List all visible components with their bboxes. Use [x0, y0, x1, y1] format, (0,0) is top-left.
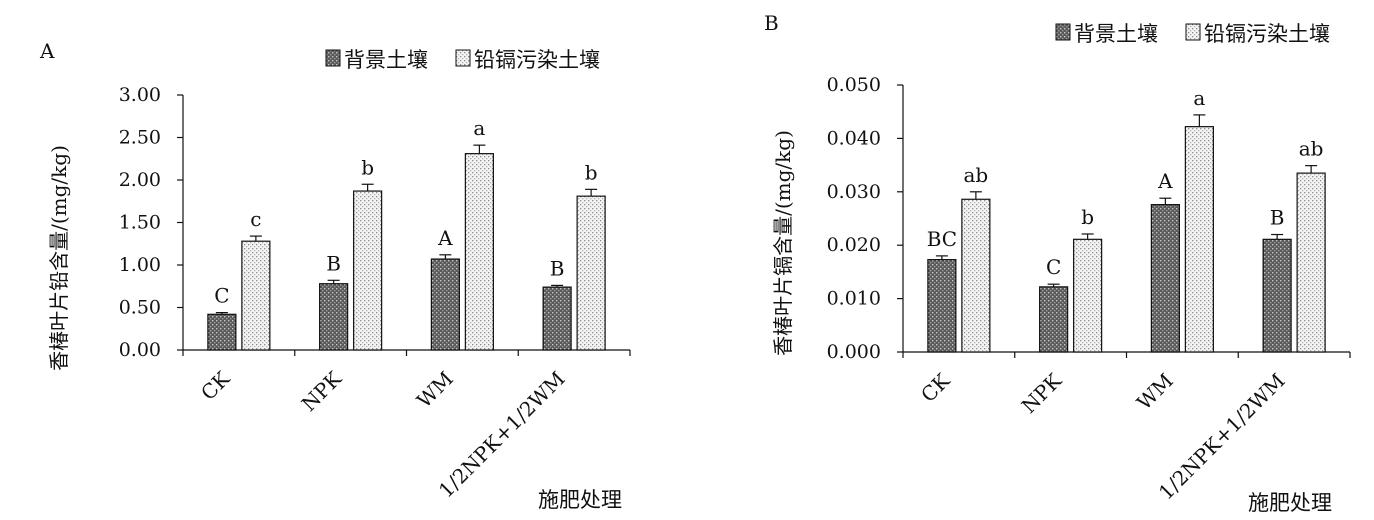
significance-letter: C [214, 284, 229, 308]
panel-label-b: B [764, 11, 779, 35]
category-label: WM [1132, 369, 1178, 415]
category-label: WM [412, 367, 458, 413]
bar-polluted-soil [464, 153, 494, 351]
y-tick-label: 0.030 [827, 181, 881, 203]
panel-a: A 背景土壤 铅镉污染土壤 香椿叶片铅含量/(mg/kg) 施肥处理 0.000… [39, 39, 631, 512]
significance-letter: b [361, 155, 374, 179]
bar-background-soil [430, 258, 460, 351]
significance-letter: B [1270, 206, 1285, 230]
bar-background-soil [319, 283, 349, 351]
significance-letter: A [437, 226, 453, 250]
bar-background-soil [927, 259, 957, 353]
legend-swatch-background [325, 49, 341, 67]
significance-letter: B [326, 251, 341, 275]
legend-label-background: 背景土壤 [344, 48, 428, 72]
y-tick-label: 0.50 [119, 297, 161, 319]
bar-polluted-soil [353, 190, 383, 351]
x-axis-label: 施肥处理 [538, 488, 622, 512]
legend-label-polluted: 铅镉污染土壤 [1204, 22, 1330, 46]
category-label: NPK [1017, 368, 1067, 418]
legend: 背景土壤 铅镉污染土壤 [1055, 22, 1330, 46]
y-tick-label: 0.000 [827, 341, 881, 363]
bar-polluted-soil [241, 240, 271, 351]
bar-background-soil [542, 286, 572, 351]
bar-polluted-soil [576, 195, 606, 351]
significance-letter: B [550, 256, 565, 280]
y-axis-label: 香椿叶片镉含量/(mg/kg) [771, 130, 795, 356]
bar-background-soil [1039, 286, 1069, 353]
significance-letter: ab [964, 163, 989, 187]
significance-letter: ab [1299, 137, 1324, 161]
significance-letter: a [473, 116, 485, 140]
y-tick-label: 0.020 [827, 234, 881, 256]
y-tick-label: 0.00 [119, 339, 161, 361]
legend-label-background: 背景土壤 [1074, 22, 1158, 46]
y-axis-label: 香椿叶片铅含量/(mg/kg) [47, 145, 71, 371]
legend: 背景土壤 铅镉污染土壤 [325, 48, 600, 72]
significance-letter: BC [927, 227, 957, 251]
significance-letter: a [1193, 86, 1205, 110]
bar-background-soil [207, 313, 237, 351]
category-label: CK [916, 368, 955, 407]
significance-letter: b [1081, 205, 1094, 229]
y-tick-label: 0.040 [827, 127, 881, 149]
bar-polluted-soil [961, 198, 991, 353]
y-tick-label: 0.050 [827, 74, 881, 96]
legend-swatch-polluted [1185, 23, 1201, 41]
legend-swatch-background [1055, 23, 1071, 41]
panel-label-a: A [39, 39, 55, 63]
bar-background-soil [1150, 204, 1180, 353]
x-axis-label: 施肥处理 [1248, 491, 1332, 515]
category-label: CK [196, 366, 235, 405]
y-tick-label: 0.010 [827, 288, 881, 310]
bar-polluted-soil [1296, 172, 1326, 353]
significance-letter: C [1046, 255, 1061, 279]
significance-letter: A [1157, 169, 1173, 193]
significance-letter: c [250, 207, 261, 231]
bar-polluted-soil [1073, 238, 1103, 353]
legend-label-polluted: 铅镉污染土壤 [474, 48, 600, 72]
y-tick-label: 3.00 [119, 84, 161, 106]
bar-background-soil [1262, 238, 1292, 353]
y-tick-label: 2.50 [119, 127, 161, 149]
category-label: NPK [297, 366, 347, 416]
y-tick-label: 2.00 [119, 169, 161, 191]
y-tick-label: 1.50 [119, 212, 161, 234]
plot-area: 0.00 0.50 1.00 1.50 2.00 2.50 3.00 Cc CK Bb NPK Aa W… [119, 84, 631, 502]
significance-letter: b [585, 160, 598, 184]
panel-b: B 背景土壤 铅镉污染土壤 香椿叶片镉含量/(mg/kg) 施肥处理 0.000… [764, 11, 1351, 515]
plot-area: 0.000 0.010 0.020 0.030 0.040 0.050 BC ab CK Cb NP… [827, 74, 1351, 504]
y-tick-label: 1.00 [119, 254, 161, 276]
legend-swatch-polluted [455, 49, 471, 67]
bar-polluted-soil [1184, 126, 1214, 353]
